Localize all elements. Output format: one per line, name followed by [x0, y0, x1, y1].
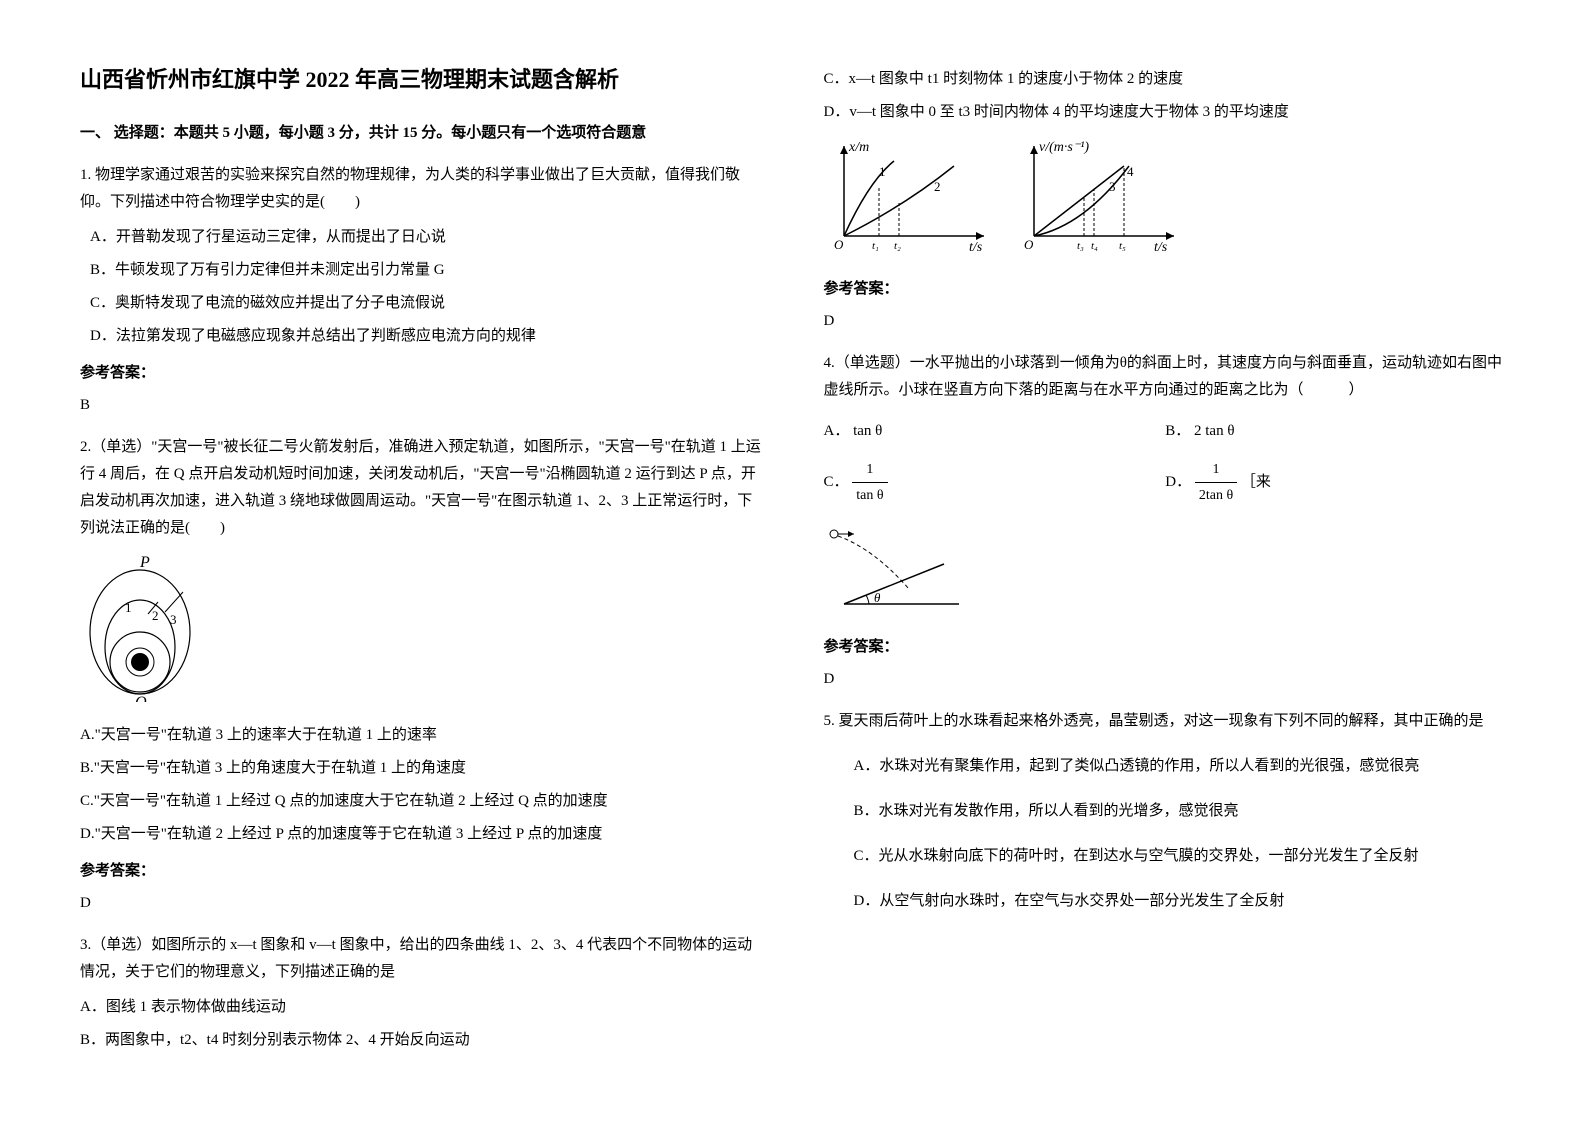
svg-text:x/m: x/m [848, 140, 869, 155]
svg-text:3: 3 [170, 612, 177, 627]
q1-answer-label: 参考答案： [80, 360, 764, 387]
svg-text:P: P [139, 554, 150, 571]
q4-answer-label: 参考答案： [824, 634, 1508, 661]
question-3-part1: 3.（单选）如图所示的 x—t 图象和 v—t 图象中，给出的四条曲线 1、2、… [80, 932, 764, 1054]
q1-text: 1. 物理学家通过艰苦的实验来探究自然的物理规律，为人类的科学事业做出了巨大贡献… [80, 162, 764, 216]
q4-c-fraction: 1 tan θ [852, 457, 887, 508]
q3-option-c: C．x—t 图象中 t1 时刻物体 1 的速度小于物体 2 的速度 [824, 66, 1508, 93]
q4-text: 4.（单选题）一水平抛出的小球落到一倾角为θ的斜面上时，其速度方向与斜面垂直，运… [824, 350, 1508, 404]
q4-a-prefix: A． [824, 423, 850, 439]
q5-option-a: A．水珠对光有聚集作用，起到了类似凸透镜的作用，所以人看到的光很强，感觉很亮 [824, 753, 1508, 780]
q3-answer-label: 参考答案： [824, 276, 1508, 303]
svg-text:t₄: t₄ [1091, 240, 1098, 252]
svg-text:t₁: t₁ [872, 240, 879, 252]
question-4: 4.（单选题）一水平抛出的小球落到一倾角为θ的斜面上时，其速度方向与斜面垂直，运… [824, 350, 1508, 693]
q4-option-c: C． 1 tan θ [824, 457, 1166, 508]
q3-text: 3.（单选）如图所示的 x—t 图象和 v—t 图象中，给出的四条曲线 1、2、… [80, 932, 764, 986]
right-column: C．x—t 图象中 t1 时刻物体 1 的速度小于物体 2 的速度 D．v—t … [824, 60, 1508, 1069]
q4-option-a: A． tan θ [824, 418, 1166, 445]
q4-b-math: 2 tan θ [1194, 423, 1235, 439]
q4-b-prefix: B． [1165, 423, 1190, 439]
q4-d-fraction: 1 2tan θ [1195, 457, 1237, 508]
q5-option-d: D．从空气射向水珠时，在空气与水交界处一部分光发生了全反射 [824, 888, 1508, 915]
q4-d-den: 2tan θ [1195, 483, 1237, 508]
svg-text:4: 4 [1127, 164, 1134, 179]
question-2: 2.（单选）"天宫一号"被长征二号火箭发射后，准确进入预定轨道，如图所示，"天宫… [80, 434, 764, 917]
svg-text:t₅: t₅ [1119, 240, 1126, 252]
page-container: 山西省忻州市红旗中学 2022 年高三物理期末试题含解析 一、 选择题：本题共 … [80, 60, 1507, 1069]
svg-text:t/s: t/s [969, 240, 983, 255]
q2-orbit-diagram: P 1 2 3 Q [80, 552, 764, 712]
q1-answer: B [80, 392, 764, 419]
q3-option-a: A．图线 1 表示物体做曲线运动 [80, 994, 764, 1021]
left-column: 山西省忻州市红旗中学 2022 年高三物理期末试题含解析 一、 选择题：本题共 … [80, 60, 764, 1069]
q5-text: 5. 夏天雨后荷叶上的水珠看起来格外透亮，晶莹剔透，对这一现象有下列不同的解释，… [824, 708, 1508, 735]
question-5: 5. 夏天雨后荷叶上的水珠看起来格外透亮，晶莹剔透，对这一现象有下列不同的解释，… [824, 708, 1508, 915]
document-title: 山西省忻州市红旗中学 2022 年高三物理期末试题含解析 [80, 60, 764, 100]
svg-text:t₃: t₃ [1077, 240, 1084, 252]
q3-graphs: x/m t/s O 1 2 t₁ t₂ [824, 136, 1508, 266]
q2-option-a: A."天宫一号"在轨道 3 上的速率大于在轨道 1 上的速率 [80, 722, 764, 749]
q4-incline-diagram: θ [824, 524, 1508, 624]
q3-option-d: D．v—t 图象中 0 至 t3 时间内物体 4 的平均速度大于物体 3 的平均… [824, 99, 1508, 126]
q4-answer: D [824, 666, 1508, 693]
svg-text:O: O [1024, 237, 1034, 252]
question-3-part2: C．x—t 图象中 t1 时刻物体 1 的速度小于物体 2 的速度 D．v—t … [824, 66, 1508, 335]
q2-text: 2.（单选）"天宫一号"被长征二号火箭发射后，准确进入预定轨道，如图所示，"天宫… [80, 434, 764, 542]
q3-option-b: B．两图象中，t2、t4 时刻分别表示物体 2、4 开始反向运动 [80, 1027, 764, 1054]
svg-text:t₂: t₂ [894, 240, 901, 252]
q4-a-math: tan θ [853, 423, 882, 439]
q1-option-c: C．奥斯特发现了电流的磁效应并提出了分子电流假说 [90, 290, 764, 317]
q2-option-b: B."天宫一号"在轨道 3 上的角速度大于在轨道 1 上的角速度 [80, 755, 764, 782]
q3-answer: D [824, 308, 1508, 335]
svg-text:θ: θ [874, 590, 881, 605]
question-1: 1. 物理学家通过艰苦的实验来探究自然的物理规律，为人类的科学事业做出了巨大贡献… [80, 162, 764, 419]
svg-text:1: 1 [125, 600, 132, 615]
q4-option-d: D． 1 2tan θ ［来 [1165, 457, 1507, 508]
q4-d-num: 1 [1195, 457, 1237, 483]
q4-option-b: B． 2 tan θ [1165, 418, 1507, 445]
q2-option-c: C."天宫一号"在轨道 1 上经过 Q 点的加速度大于它在轨道 2 上经过 Q … [80, 788, 764, 815]
q2-answer: D [80, 890, 764, 917]
q2-option-d: D."天宫一号"在轨道 2 上经过 P 点的加速度等于它在轨道 3 上经过 P … [80, 821, 764, 848]
q4-c-num: 1 [852, 457, 887, 483]
q1-option-b: B．牛顿发现了万有引力定律但并未测定出引力常量 G [90, 257, 764, 284]
q4-d-prefix: D． [1165, 474, 1191, 490]
svg-text:2: 2 [934, 179, 941, 194]
q1-option-a: A．开普勒发现了行星运动三定律，从而提出了日心说 [90, 224, 764, 251]
q4-c-den: tan θ [852, 483, 887, 508]
q4-options: A． tan θ B． 2 tan θ C． 1 tan θ D． [824, 412, 1508, 514]
svg-text:O: O [834, 237, 844, 252]
svg-text:t/s: t/s [1154, 240, 1168, 255]
q4-c-prefix: C． [824, 474, 849, 490]
svg-text:2: 2 [152, 608, 159, 623]
q5-option-c: C．光从水珠射向底下的荷叶时，在到达水与空气膜的交界处，一部分光发生了全反射 [824, 843, 1508, 870]
svg-text:1: 1 [879, 164, 886, 179]
section-header: 一、 选择题：本题共 5 小题，每小题 3 分，共计 15 分。每小题只有一个选… [80, 120, 764, 147]
q5-option-b: B．水珠对光有发散作用，所以人看到的光增多，感觉很亮 [824, 798, 1508, 825]
svg-text:v/(m·s⁻¹): v/(m·s⁻¹) [1039, 140, 1089, 155]
q2-answer-label: 参考答案： [80, 858, 764, 885]
q4-d-suffix: ［来 [1241, 474, 1271, 490]
q1-option-d: D．法拉第发现了电磁感应现象并总结出了判断感应电流方向的规律 [90, 323, 764, 350]
svg-text:Q: Q [135, 694, 147, 702]
